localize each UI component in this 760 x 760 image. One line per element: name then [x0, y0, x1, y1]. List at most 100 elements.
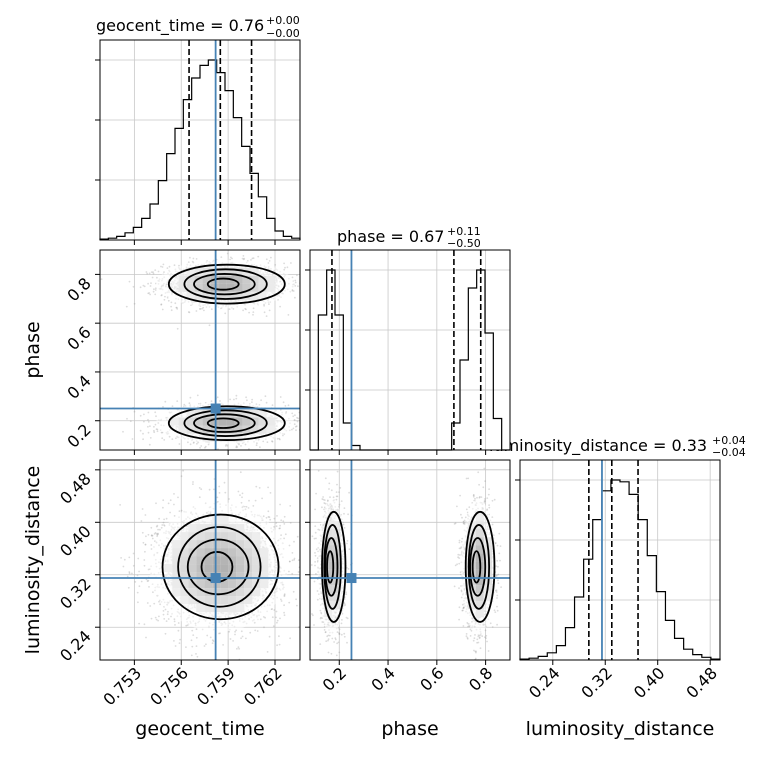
panel-geocent-time-vs-phase-sample: [230, 256, 232, 259]
panel-geocent-time-vs-phase-sample: [302, 435, 304, 437]
panel-geocent-time-vs-phase-sample: [284, 266, 286, 269]
panel-geocent-time-vs-luminosity-distance-sample: [138, 585, 141, 588]
panel-geocent-time-vs-phase-sample: [129, 420, 132, 423]
panel-geocent-time-vs-luminosity-distance-sample: [164, 632, 167, 635]
panel-geocent-time-vs-phase-sample: [125, 305, 128, 308]
panel-geocent-time-vs-phase-sample: [245, 308, 247, 311]
panel-geocent-time-vs-phase-sample: [148, 292, 151, 294]
panel-geocent-time-vs-luminosity-distance-sample: [174, 624, 176, 626]
panel-geocent-time-vs-phase-sample: [216, 396, 219, 399]
panel-geocent-time-vs-phase-sample: [195, 258, 198, 260]
panel-geocent-time-vs-phase-sample: [252, 313, 254, 316]
panel-geocent-time-vs-luminosity-distance-sample: [185, 624, 188, 627]
panel-geocent-time-vs-luminosity-distance-sample: [278, 643, 281, 646]
panel-geocent-time-vs-luminosity-distance-sample: [169, 511, 172, 514]
panel-geocent-time-vs-luminosity-distance-sample: [283, 523, 286, 525]
panel-geocent-time-vs-phase-sample: [240, 445, 242, 447]
panel-geocent-time-vs-phase-sample: [252, 307, 255, 310]
xlabel-luminosity-distance: luminosity_distance: [526, 718, 715, 740]
panel-geocent-time-vs-phase-sample: [226, 252, 229, 255]
panel-geocent-time-vs-phase-sample: [213, 452, 215, 454]
panel-geocent-time-vs-phase-sample: [156, 276, 158, 279]
panel-geocent-time-vs-phase-sample: [210, 400, 213, 403]
panel-geocent-time-vs-phase-sample: [235, 394, 238, 397]
panel-geocent-time-vs-phase-sample: [244, 443, 247, 446]
panel-geocent-time-vs-phase-sample: [147, 282, 150, 285]
title-geocent-time: geocent_time = 0.76: [96, 16, 264, 36]
panel-geocent-time-vs-phase-sample: [304, 419, 306, 421]
panel-geocent-time-vs-phase-sample: [284, 405, 287, 407]
panel-geocent-time-vs-luminosity-distance-sample: [192, 634, 195, 636]
panel-geocent-time-vs-phase-sample: [202, 306, 205, 309]
panel-geocent-time-vs-phase-sample: [149, 285, 152, 287]
panel-geocent-time-vs-luminosity-distance-sample: [198, 487, 201, 489]
panel-geocent-time-vs-phase-sample: [283, 268, 286, 271]
panel-geocent-time-vs-phase-sample: [245, 396, 248, 399]
panel-geocent-time-vs-luminosity-distance-sample: [160, 526, 163, 529]
panel-geocent-time-vs-luminosity-distance-sample: [123, 558, 126, 561]
panel-geocent-time-vs-phase-sample: [268, 309, 271, 312]
panel-geocent-time-vs-phase-sample: [294, 281, 297, 284]
panel-geocent-time-vs-phase-sample: [271, 404, 274, 407]
panel-geocent-time-vs-phase-sample: [199, 446, 202, 449]
panel-geocent-time-vs-luminosity-distance-sample: [149, 605, 152, 607]
panel-geocent-time-vs-phase-sample: [187, 441, 189, 444]
panel-geocent-time-vs-phase-sample: [152, 271, 154, 273]
panel-geocent-time-vs-luminosity-distance-sample: [161, 524, 164, 526]
panel-geocent-time-vs-phase-sample: [148, 272, 151, 275]
panel-geocent-time-vs-phase-sample: [128, 280, 131, 283]
panel-geocent-time-vs-phase-sample: [283, 262, 285, 265]
panel-geocent-time-vs-luminosity-distance-sample: [198, 496, 201, 499]
panel-geocent-time-vs-phase-sample: [191, 260, 194, 263]
panel-geocent-time-vs-phase-sample: [228, 308, 231, 310]
panel-geocent-time-vs-phase-sample: [160, 303, 163, 306]
panel-geocent-time-vs-luminosity-distance-sample: [165, 620, 168, 622]
hist-luminosity-distance-frame: [519, 459, 721, 661]
panel-geocent-time-vs-phase-truth-marker: [210, 403, 221, 414]
panel-geocent-time-vs-phase-sample: [290, 262, 292, 264]
panel-geocent-time-vs-phase-sample: [160, 294, 163, 297]
panel-geocent-time-vs-phase-sample: [149, 293, 152, 296]
panel-geocent-time-vs-luminosity-distance-sample: [107, 608, 110, 611]
panel-geocent-time-vs-luminosity-distance-sample: [143, 559, 146, 561]
panel-geocent-time-vs-phase-sample: [160, 265, 162, 268]
panel-geocent-time-vs-phase-sample: [153, 425, 155, 428]
panel-geocent-time-vs-phase-sample: [153, 288, 155, 291]
panel-geocent-time-vs-phase-sample: [279, 438, 281, 441]
panel-geocent-time-vs-luminosity-distance-sample: [272, 625, 275, 628]
panel-geocent-time-vs-phase-sample: [251, 398, 254, 401]
panel-geocent-time-vs-phase-sample: [139, 414, 142, 417]
title-phase-sup: +0.11: [447, 225, 481, 238]
panel-geocent-time-vs-phase-sample: [257, 255, 260, 258]
panel-geocent-time-vs-luminosity-distance-sample: [152, 591, 154, 594]
panel-geocent-time-vs-phase-sample: [162, 406, 164, 408]
hist-luminosity-distance-bg: [520, 460, 720, 660]
panel-geocent-time-vs-phase-sample: [149, 425, 151, 427]
panel-geocent-time-vs-phase-sample: [274, 264, 277, 266]
panel-geocent-time-vs-phase-sample: [176, 306, 178, 309]
panel-geocent-time-vs-luminosity-distance-sample: [266, 651, 269, 653]
panel-geocent-time-vs-luminosity-distance-sample: [191, 645, 194, 648]
panel-geocent-time-vs-luminosity-distance-sample: [239, 494, 241, 496]
panel-geocent-time-vs-phase-sample: [302, 284, 304, 286]
panel-geocent-time-vs-phase-sample: [150, 282, 152, 284]
panel-geocent-time-vs-phase-sample: [286, 266, 289, 269]
panel-geocent-time-vs-phase-sample: [146, 272, 149, 275]
panel-geocent-time-vs-luminosity-distance-sample: [297, 559, 300, 561]
panel-geocent-time-vs-luminosity-distance-sample: [141, 508, 144, 510]
panel-geocent-time-vs-luminosity-distance-sample: [158, 615, 160, 618]
panel-geocent-time-vs-phase-sample: [263, 304, 265, 307]
panel-geocent-time-vs-phase-sample: [131, 438, 134, 440]
panel-geocent-time-vs-phase-sample: [156, 430, 159, 433]
panel-geocent-time-vs-phase-sample: [122, 430, 124, 433]
panel-geocent-time-vs-phase-sample: [175, 306, 178, 309]
panel-geocent-time-vs-luminosity-distance-sample: [224, 491, 227, 494]
panel-geocent-time-vs-luminosity-distance-sample: [241, 496, 243, 499]
panel-geocent-time-vs-phase-sample: [287, 314, 290, 316]
panel-geocent-time-vs-phase-sample: [196, 394, 199, 397]
panel-geocent-time-vs-luminosity-distance-sample: [147, 579, 150, 582]
panel-geocent-time-vs-luminosity-distance-sample: [228, 630, 231, 633]
panel-geocent-time-vs-luminosity-distance-sample: [137, 601, 139, 604]
panel-geocent-time-vs-phase-sample: [296, 274, 298, 277]
panel-geocent-time-vs-phase-sample: [154, 269, 157, 271]
